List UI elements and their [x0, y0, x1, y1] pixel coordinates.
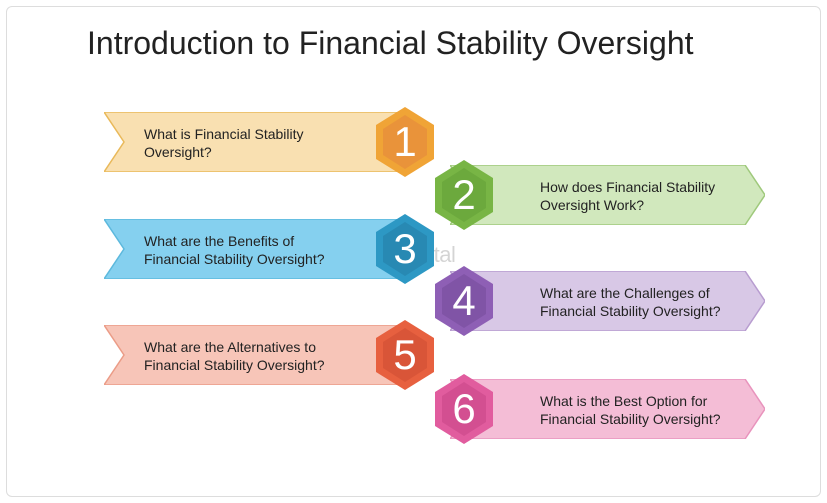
item-label: How does Financial Stability Oversight W…	[540, 179, 730, 214]
slide-title: Introduction to Financial Stability Over…	[87, 25, 694, 62]
item-number: 4	[432, 277, 496, 325]
list-item-2: How does Financial Stability Oversight W…	[450, 165, 765, 225]
item-label: What is the Best Option for Financial St…	[540, 393, 730, 428]
slide-frame: Introduction to Financial Stability Over…	[6, 6, 821, 497]
item-label: What is Financial Stability Oversight?	[144, 126, 334, 161]
item-number: 2	[432, 171, 496, 219]
list-item-4: What are the Challenges of Financial Sta…	[450, 271, 765, 331]
item-label: What are the Alternatives to Financial S…	[144, 339, 334, 374]
item-number: 6	[432, 385, 496, 433]
item-number: 1	[373, 118, 437, 166]
item-number: 5	[373, 331, 437, 379]
list-item-5: What are the Alternatives to Financial S…	[104, 325, 419, 385]
list-item-3: What are the Benefits of Financial Stabi…	[104, 219, 419, 279]
list-item-6: What is the Best Option for Financial St…	[450, 379, 765, 439]
item-label: What are the Challenges of Financial Sta…	[540, 285, 730, 320]
item-number: 3	[373, 225, 437, 273]
item-label: What are the Benefits of Financial Stabi…	[144, 233, 334, 268]
list-item-1: What is Financial Stability Oversight?1	[104, 112, 419, 172]
